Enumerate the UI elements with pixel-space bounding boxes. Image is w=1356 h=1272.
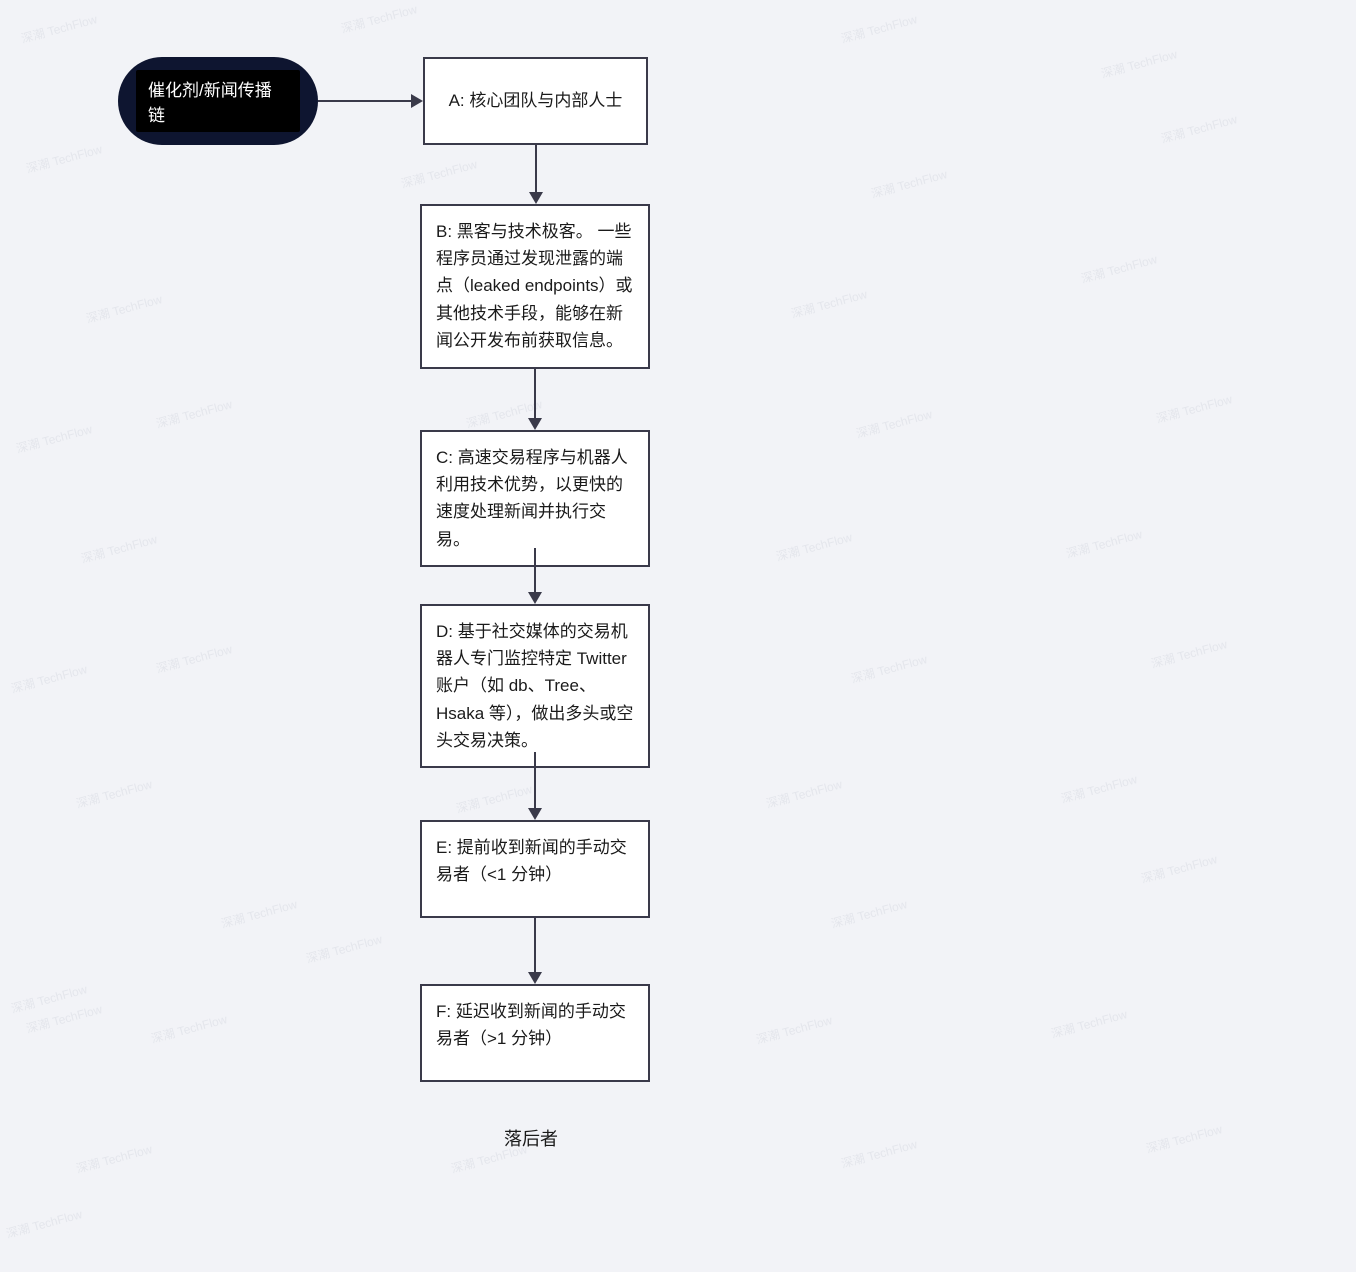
edge-line [534,369,536,420]
flowchart-node-D: D: 基于社交媒体的交易机器人专门监控特定 Twitter 账户（如 db、Tr… [420,604,650,768]
edge-line [534,548,536,594]
edge-line [535,145,537,194]
watermark-text: 深潮 TechFlow [9,980,89,1017]
arrow-head-icon [528,808,542,820]
caption-laggards: 落后者 [504,1125,558,1151]
watermark-text: 深潮 TechFlow [19,10,99,47]
watermark-text: 深潮 TechFlow [1144,1120,1224,1157]
watermark-text: 深潮 TechFlow [1139,850,1219,887]
watermark-text: 深潮 TechFlow [154,395,234,432]
watermark-text: 深潮 TechFlow [849,650,929,687]
watermark-text: 深潮 TechFlow [24,1000,104,1037]
arrow-head-icon [411,94,423,108]
watermark-text: 深潮 TechFlow [1049,1005,1129,1042]
arrow-head-icon [528,418,542,430]
watermark-text: 深潮 TechFlow [839,1135,919,1172]
arrow-head-icon [528,972,542,984]
watermark-text: 深潮 TechFlow [79,530,159,567]
watermark-text: 深潮 TechFlow [84,290,164,327]
watermark-text: 深潮 TechFlow [1154,390,1234,427]
watermark-text: 深潮 TechFlow [219,895,299,932]
watermark-text: 深潮 TechFlow [839,10,919,47]
arrow-head-icon [529,192,543,204]
watermark-text: 深潮 TechFlow [74,775,154,812]
flowchart-node-E: E: 提前收到新闻的手动交易者（<1 分钟） [420,820,650,918]
flowchart-node-A: A: 核心团队与内部人士 [423,57,648,145]
watermark-text: 深潮 TechFlow [774,528,854,565]
start-node-label: 催化剂/新闻传播链 [136,70,300,132]
watermark-text: 深潮 TechFlow [1059,770,1139,807]
watermark-text: 深潮 TechFlow [4,1205,84,1242]
watermark-text: 深潮 TechFlow [854,405,934,442]
flowchart-node-F: F: 延迟收到新闻的手动交易者（>1 分钟） [420,984,650,1082]
flowchart-node-C: C: 高速交易程序与机器人利用技术优势，以更快的速度处理新闻并执行交易。 [420,430,650,567]
watermark-text: 深潮 TechFlow [1079,250,1159,287]
watermark-text: 深潮 TechFlow [454,780,534,817]
start-node: 催化剂/新闻传播链 [118,57,318,145]
watermark-text: 深潮 TechFlow [1149,635,1229,672]
edge-line [534,752,536,810]
watermark-text: 深潮 TechFlow [9,660,89,697]
arrow-head-icon [528,592,542,604]
watermark-text: 深潮 TechFlow [764,775,844,812]
flowchart-node-B: B: 黑客与技术极客。 一些程序员通过发现泄露的端点（leaked endpoi… [420,204,650,369]
watermark-text: 深潮 TechFlow [14,420,94,457]
watermark-text: 深潮 TechFlow [304,930,384,967]
watermark-text: 深潮 TechFlow [1099,45,1179,82]
watermark-text: 深潮 TechFlow [789,285,869,322]
watermark-text: 深潮 TechFlow [1159,110,1239,147]
watermark-text: 深潮 TechFlow [829,895,909,932]
watermark-text: 深潮 TechFlow [24,140,104,177]
edge-line [318,100,413,102]
watermark-text: 深潮 TechFlow [754,1011,834,1048]
watermark-text: 深潮 TechFlow [869,165,949,202]
watermark-text: 深潮 TechFlow [154,640,234,677]
watermark-text: 深潮 TechFlow [399,155,479,192]
edge-line [534,918,536,974]
watermark-text: 深潮 TechFlow [339,0,419,37]
watermark-text: 深潮 TechFlow [74,1140,154,1177]
watermark-text: 深潮 TechFlow [1064,525,1144,562]
watermark-text: 深潮 TechFlow [149,1010,229,1047]
